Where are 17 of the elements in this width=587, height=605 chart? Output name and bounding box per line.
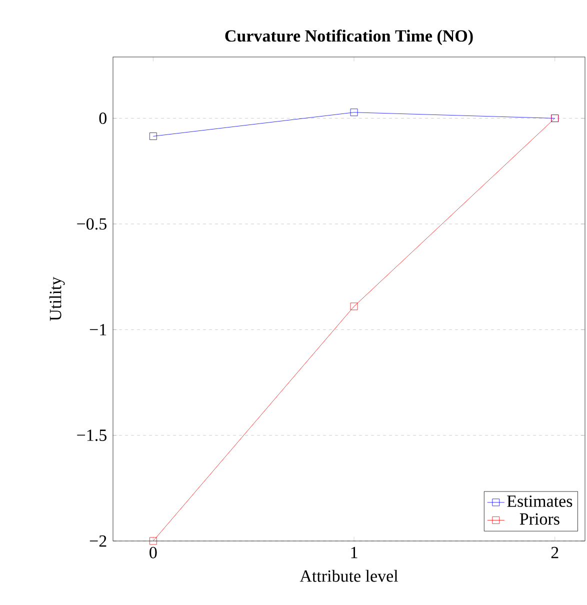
y-tick-label: −1 [90, 324, 106, 336]
x-tick-label: 2 [551, 546, 558, 558]
x-tick-label: 0 [150, 546, 157, 558]
y-tick-label: −1.5 [77, 430, 106, 442]
y-tick-label: −2 [90, 535, 106, 547]
chart-title: Curvature Notification Time (NO) [225, 30, 473, 46]
point [350, 302, 358, 310]
point [149, 132, 157, 140]
legend-label: Estimates [507, 496, 572, 507]
legend-label: Priors [520, 513, 560, 525]
y-tick-label: −0.5 [77, 218, 106, 230]
point [149, 537, 157, 545]
point [350, 108, 358, 116]
y-tick-label: 0 [99, 112, 106, 124]
x-tick-label: 1 [351, 546, 358, 558]
y-axis-title: Utility [49, 276, 65, 321]
x-axis-title: Attribute level [300, 570, 398, 582]
